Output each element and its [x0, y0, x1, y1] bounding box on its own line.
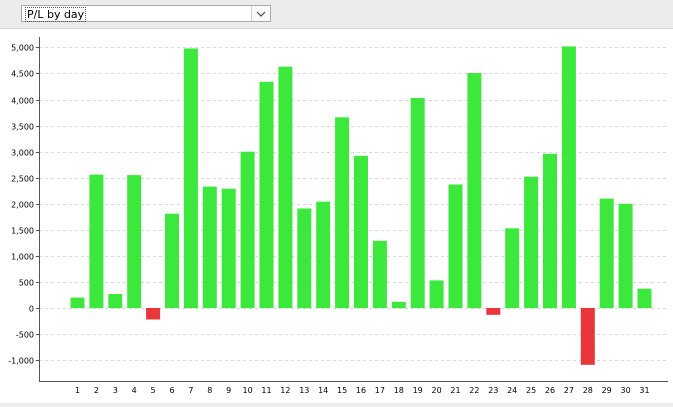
y-tick-label: -1,000: [8, 357, 34, 366]
x-tick-label: 23: [488, 386, 498, 395]
x-tick-label: 11: [261, 386, 271, 395]
y-tick-label: 5,000: [11, 44, 34, 53]
chart-panel: -1,000 -500 0 500 1,000 1,500 2,000 2,500 3,000 3…: [0, 28, 673, 403]
y-tick-label: 4,000: [11, 97, 34, 106]
x-tick-label: 18: [394, 386, 404, 395]
bar: [429, 280, 444, 308]
x-tick-label: 4: [132, 386, 137, 395]
bar: [410, 98, 425, 308]
x-tick-label: 2: [94, 386, 99, 395]
bar: [202, 186, 217, 308]
toolbar: P/L by day: [0, 0, 673, 28]
x-tick-label: 26: [545, 386, 555, 395]
bar: [637, 288, 652, 308]
y-tick-label: 2,500: [11, 175, 34, 184]
x-tick-label: 12: [280, 386, 290, 395]
y-tick-label: 1,500: [11, 227, 34, 236]
y-tick-label: 3,000: [11, 149, 34, 158]
y-tick-label: 0: [29, 305, 34, 314]
chart-type-dropdown[interactable]: P/L by day: [21, 5, 271, 22]
bar: [448, 184, 463, 308]
x-tick-label: 5: [151, 386, 156, 395]
bar: [259, 81, 274, 308]
bar: [221, 188, 236, 309]
y-tick-label: 4,500: [11, 70, 34, 79]
bar: [486, 308, 501, 315]
bar: [70, 297, 85, 308]
x-tick-label: 24: [507, 386, 517, 395]
dropdown-selected-value: P/L by day: [25, 7, 87, 22]
bar: [599, 198, 614, 309]
x-tick-label: 27: [564, 386, 574, 395]
x-tick-label: 15: [337, 386, 347, 395]
x-tick-label: 25: [526, 386, 536, 395]
y-tick-label: -500: [16, 331, 34, 340]
x-tick-label: 7: [188, 386, 193, 395]
y-tick-label: 500: [19, 279, 34, 288]
bar: [89, 174, 104, 308]
bar: [183, 48, 198, 309]
x-tick-label: 16: [356, 386, 366, 395]
bar-chart: -1,000 -500 0 500 1,000 1,500 2,000 2,500 3,000 3…: [8, 37, 668, 395]
x-tick-label: 21: [450, 386, 460, 395]
bar: [354, 155, 368, 308]
bar: [505, 228, 520, 308]
x-tick-label: 22: [469, 386, 479, 395]
x-tick-label: 6: [169, 386, 174, 395]
bar: [108, 294, 123, 309]
y-tick-label: 3,500: [11, 123, 34, 132]
x-tick-label: 31: [639, 386, 649, 395]
bar: [524, 176, 539, 308]
x-tick-label: 14: [318, 386, 328, 395]
chevron-down-icon[interactable]: [251, 6, 270, 21]
bar: [618, 203, 633, 308]
bar: [467, 73, 482, 309]
bar: [297, 208, 312, 309]
bar: [580, 308, 595, 365]
x-tick-label: 20: [432, 386, 442, 395]
bar: [391, 301, 406, 309]
x-tick-label: 3: [113, 386, 118, 395]
y-tick-label: 1,000: [11, 253, 34, 262]
bar: [127, 175, 142, 308]
bar: [316, 201, 331, 308]
bar: [543, 153, 557, 309]
bar: [335, 117, 350, 309]
x-tick-label: 1: [75, 386, 80, 395]
bar: [165, 213, 179, 308]
bar: [146, 308, 161, 320]
x-tick-label: 17: [375, 386, 385, 395]
x-tick-label: 28: [583, 386, 593, 395]
bar: [372, 240, 387, 308]
bar: [240, 151, 255, 309]
y-tick-label: 2,000: [11, 201, 34, 210]
x-tick-label: 8: [207, 386, 212, 395]
bar: [278, 66, 293, 308]
x-tick-label: 30: [621, 386, 631, 395]
bar: [561, 46, 576, 309]
x-tick-label: 10: [243, 386, 253, 395]
x-tick-label: 19: [413, 386, 423, 395]
x-tick-label: 9: [226, 386, 231, 395]
x-tick-label: 13: [299, 386, 309, 395]
x-tick-label: 29: [602, 386, 612, 395]
